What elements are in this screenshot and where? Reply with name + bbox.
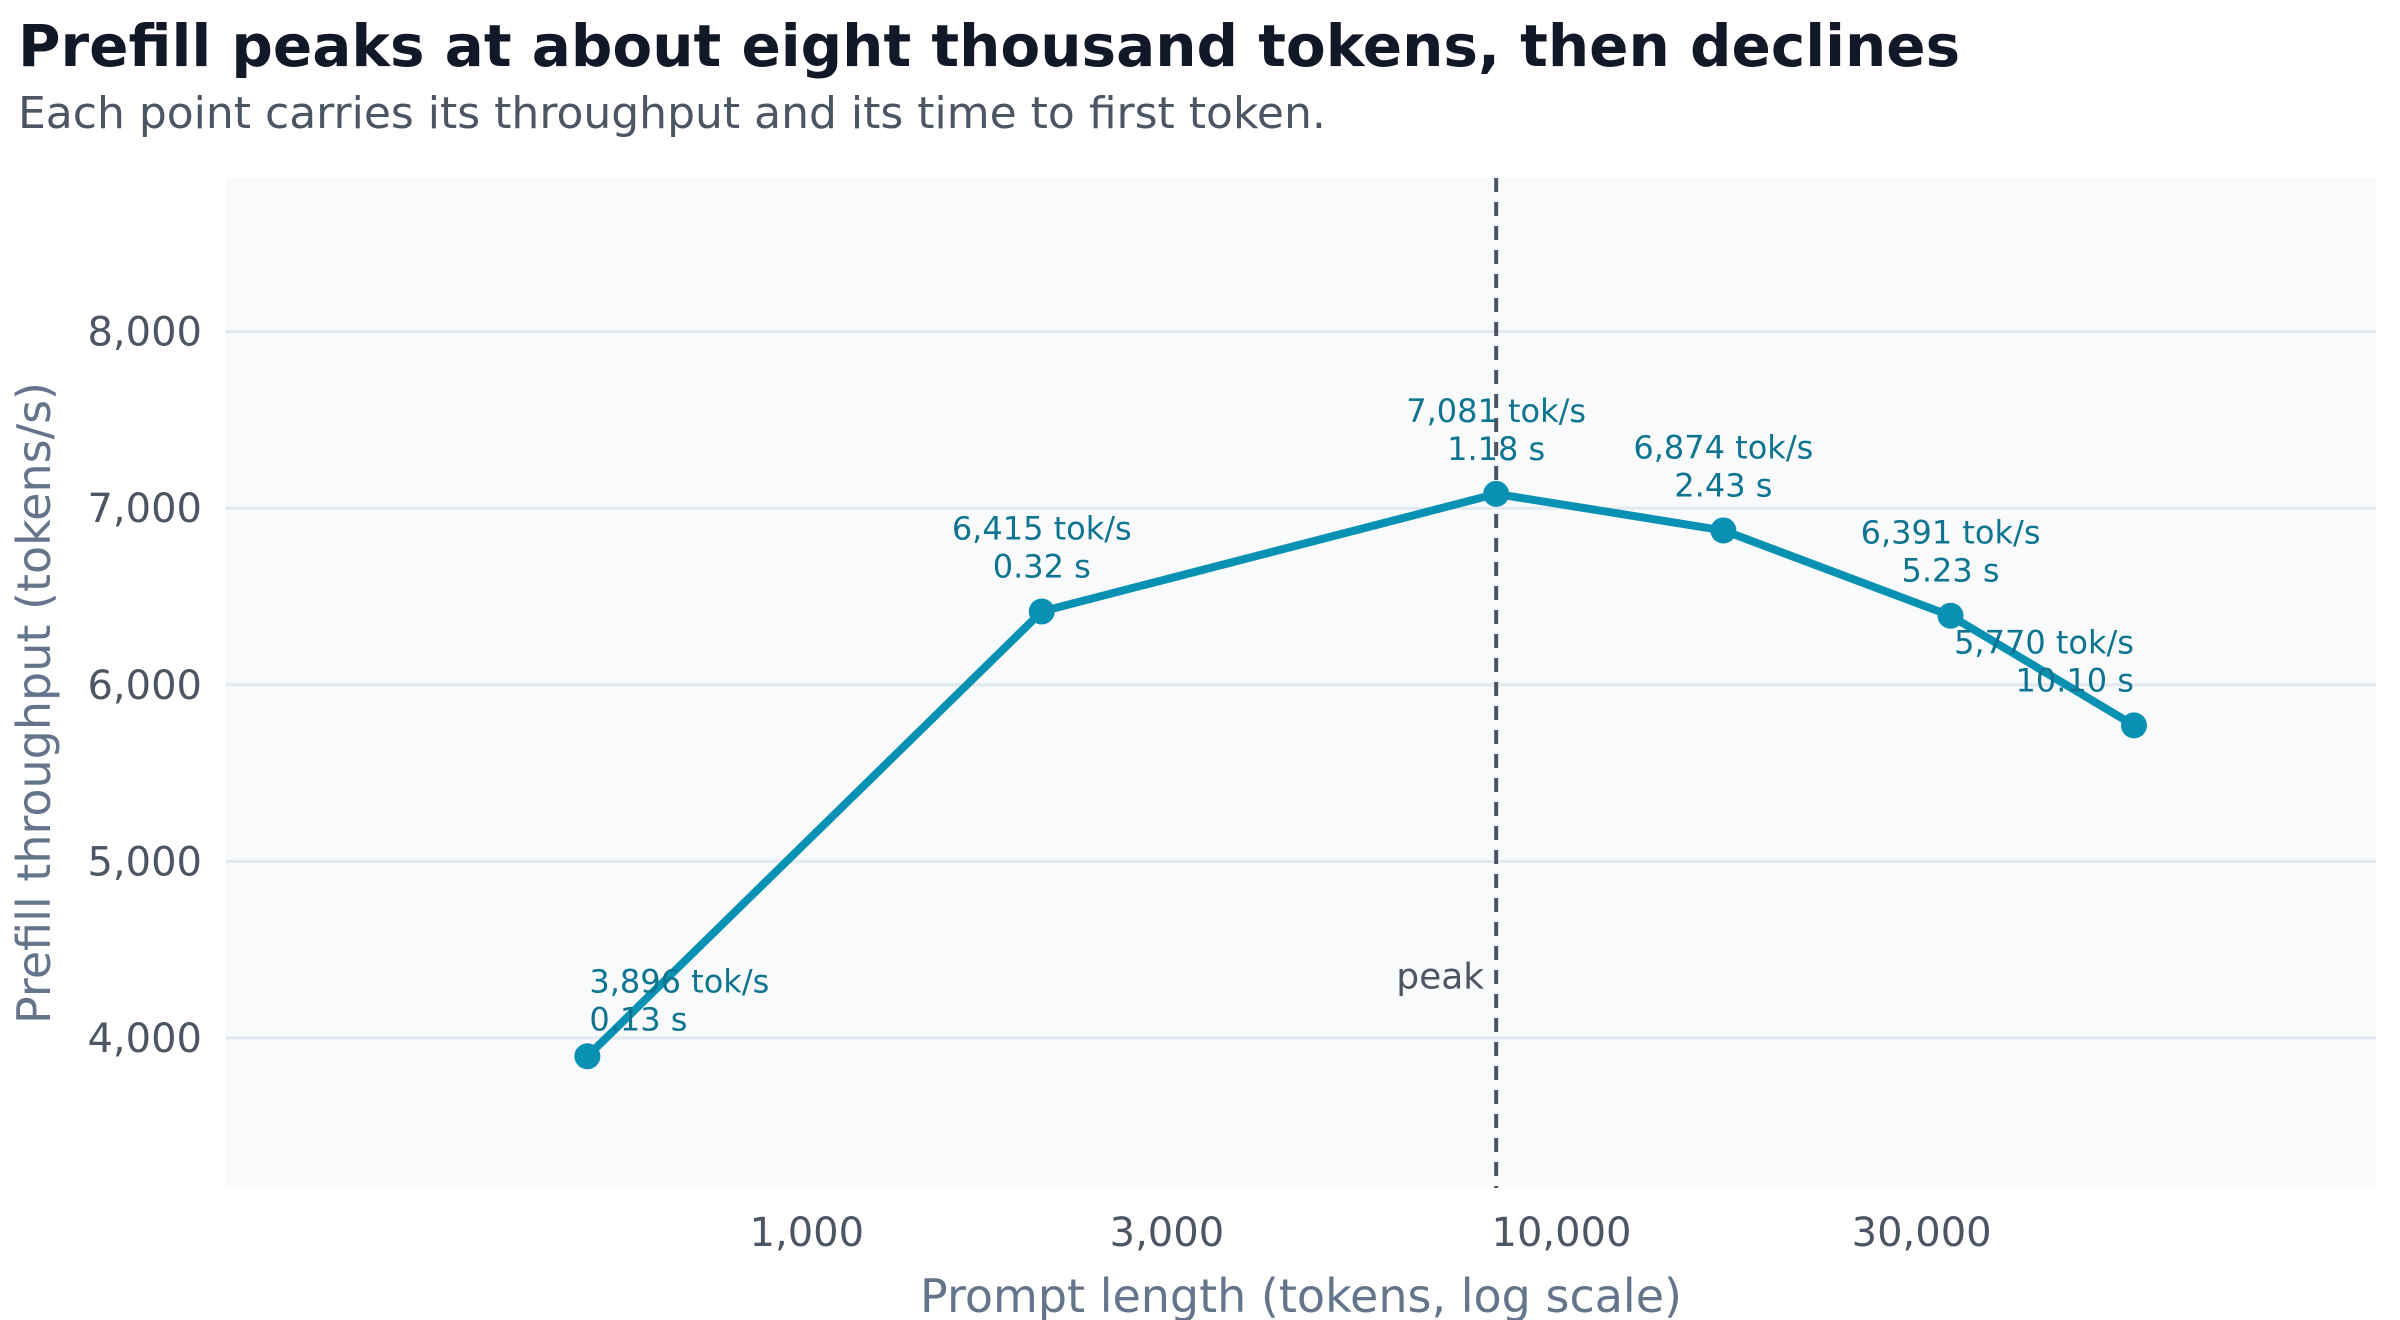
y-axis-label: Prefill throughput (tokens/s) bbox=[7, 382, 61, 1024]
y-tick-label: 7,000 bbox=[87, 486, 202, 532]
data-point bbox=[1937, 602, 1964, 629]
ttft-label: 10.10 s bbox=[2016, 661, 2134, 699]
peak-label: peak bbox=[1396, 956, 1484, 997]
y-tick-label: 6,000 bbox=[87, 663, 202, 709]
x-tick-label: 30,000 bbox=[1852, 1210, 1992, 1256]
data-point bbox=[574, 1043, 601, 1070]
series-layer: 3,896 tok/s0.13 s 6,415 tok/s0.32 s 7,081 … bbox=[574, 392, 2147, 1070]
x-axis-label: Prompt length (tokens, log scale) bbox=[920, 1269, 1682, 1320]
x-tick-label: 1,000 bbox=[750, 1210, 865, 1256]
data-point bbox=[1710, 517, 1737, 544]
throughput-label: 5,770 tok/s bbox=[1954, 623, 2134, 661]
y-tick-label: 4,000 bbox=[87, 1016, 202, 1062]
data-point bbox=[1483, 480, 1510, 507]
chart-title: Prefill peaks at about eight thousand to… bbox=[18, 12, 1961, 80]
y-tick-label: 8,000 bbox=[87, 310, 202, 356]
x-tick-label: 10,000 bbox=[1492, 1210, 1632, 1256]
throughput-label: 6,391 tok/s bbox=[1861, 514, 2041, 552]
chart-subtitle: Each point carries its throughput and it… bbox=[18, 88, 1326, 139]
ttft-label: 0.32 s bbox=[993, 547, 1091, 585]
grid-lines bbox=[226, 330, 2376, 1040]
throughput-label: 3,896 tok/s bbox=[589, 962, 769, 1000]
ttft-label: 1.18 s bbox=[1447, 430, 1545, 468]
throughput-label: 6,874 tok/s bbox=[1633, 428, 1813, 466]
data-point bbox=[2120, 712, 2147, 739]
series-line bbox=[583, 489, 2138, 1061]
throughput-label: 6,415 tok/s bbox=[952, 509, 1132, 547]
ttft-label: 0.13 s bbox=[589, 1000, 687, 1038]
annotation-layer: peak bbox=[1396, 178, 1499, 1188]
ttft-label: 2.43 s bbox=[1674, 466, 1772, 504]
tick-labels: 4,000 5,000 6,000 7,000 8,000 1,000 3,000 10,00… bbox=[87, 310, 1991, 1256]
y-tick-label: 5,000 bbox=[87, 839, 202, 885]
data-point bbox=[1028, 598, 1055, 625]
plot-area bbox=[226, 178, 2376, 1188]
ttft-label: 5.23 s bbox=[1901, 552, 1999, 590]
throughput-label: 7,081 tok/s bbox=[1406, 392, 1586, 430]
x-tick-label: 3,000 bbox=[1110, 1210, 1225, 1256]
